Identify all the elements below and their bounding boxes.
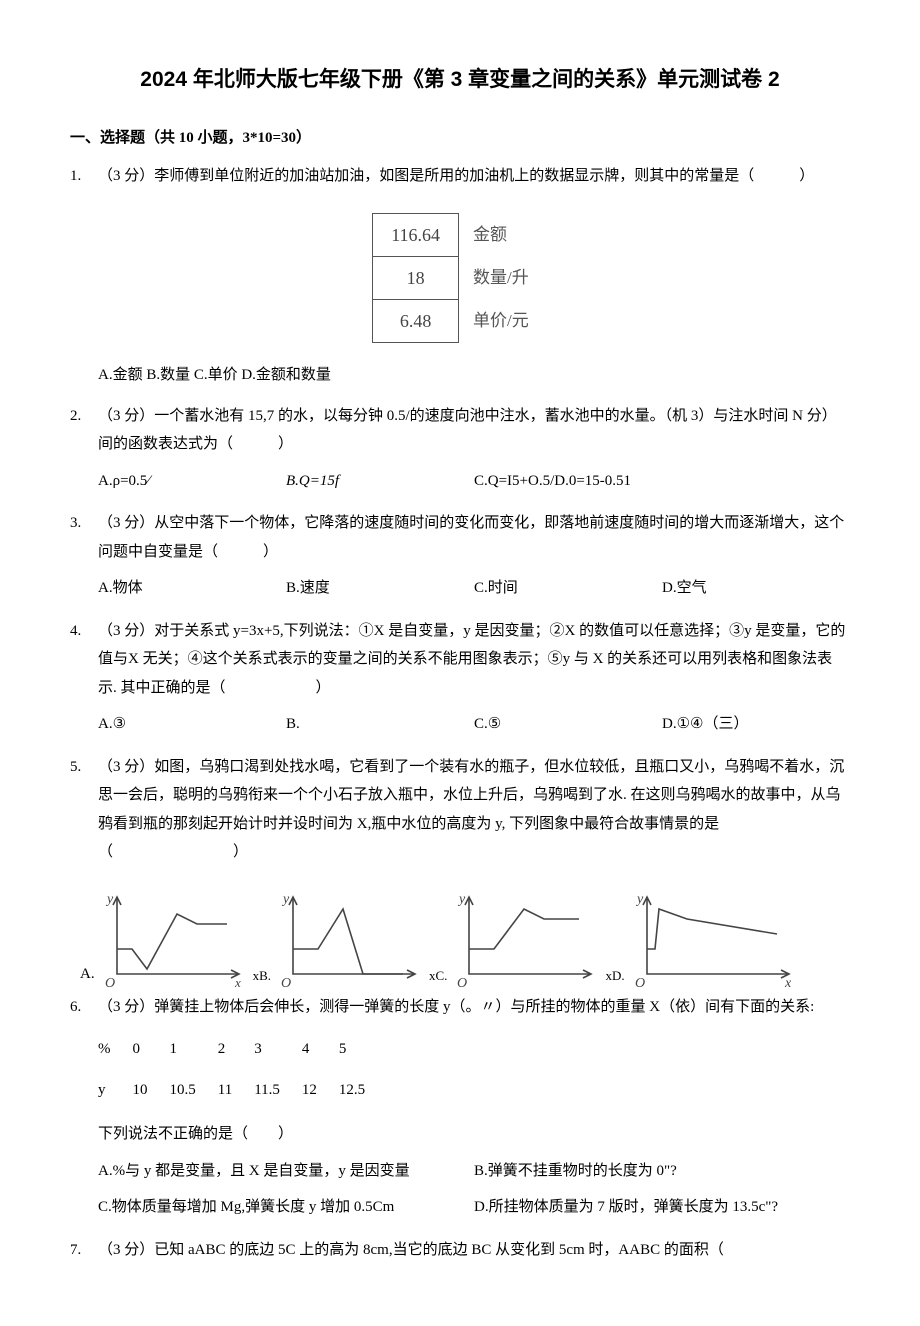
- q6-table: % 0 1 2 3 4 5 y 10 10.5 11 11.5 12 12.5: [98, 1029, 387, 1110]
- svg-text:O: O: [105, 976, 115, 989]
- svg-text:x: x: [784, 976, 792, 989]
- q1-table-price-val: 6.48: [373, 300, 459, 343]
- q5-label-d: xD.: [605, 964, 626, 989]
- q6-th-5: 4: [302, 1029, 339, 1070]
- q6-th-4: 3: [254, 1029, 302, 1070]
- section-header: 一、选择题（共 10 小题，3*10=30）: [70, 124, 850, 153]
- q4-opt-c: C.⑤: [474, 710, 662, 739]
- q5-label-b: xB.: [253, 964, 273, 989]
- q4-text: （3 分）对于关系式 y=3x+5,下列说法：①X 是自变量，y 是因变量；②X…: [98, 617, 850, 703]
- q1-table-qty-label: 数量/升: [459, 257, 548, 300]
- q6-td-3: 11: [218, 1070, 254, 1111]
- q3-number: 3.: [70, 509, 98, 603]
- q6-opt-a: A.%与 y 都是变量，且 X 是自变量，y 是因变量: [98, 1157, 474, 1186]
- svg-text:O: O: [457, 976, 467, 989]
- q1-table-price-label: 单价/元: [459, 300, 548, 343]
- svg-text:y: y: [105, 892, 114, 907]
- q4-opt-a: A.③: [98, 710, 286, 739]
- question-5: 5. （3 分）如图，乌鸦口渴到处找水喝，它看到了一个装有水的瓶子，但水位较低，…: [70, 753, 850, 875]
- q3-opt-b: B.速度: [286, 574, 474, 603]
- question-4: 4. （3 分）对于关系式 y=3x+5,下列说法：①X 是自变量，y 是因变量…: [70, 617, 850, 739]
- q5-label-a: A.: [80, 960, 97, 989]
- q2-text: （3 分）一个蓄水池有 15,7 的水，以每分钟 0.5/的速度向池中注水，蓄水…: [98, 402, 850, 459]
- q6-opt-c: C.物体质量每增加 Mg,弹簧长度 y 增加 0.5Cm: [98, 1193, 474, 1222]
- q5-text: （3 分）如图，乌鸦口渴到处找水喝，它看到了一个装有水的瓶子，但水位较低，且瓶口…: [98, 753, 850, 867]
- question-3: 3. （3 分）从空中落下一个物体，它降落的速度随时间的变化而变化，即落地前速度…: [70, 509, 850, 603]
- q4-opt-b: B.: [286, 710, 474, 739]
- svg-text:y: y: [635, 892, 644, 907]
- q2-options: A.ρ=0.5⁄ B.Q=15f C.Q=I5+O.5/D.0=15-0.51: [98, 467, 850, 496]
- page-title: 2024 年北师大版七年级下册《第 3 章变量之间的关系》单元测试卷 2: [70, 60, 850, 100]
- question-2: 2. （3 分）一个蓄水池有 15,7 的水，以每分钟 0.5/的速度向池中注水…: [70, 402, 850, 496]
- q6-th-0: %: [98, 1029, 133, 1070]
- q1-number: 1.: [70, 162, 98, 199]
- question-6: 6. （3 分）弹簧挂上物体后会伸长，测得一弹簧的长度 y（。〃）与所挂的物体的…: [70, 993, 850, 1222]
- q5-graph-a: y O x: [97, 889, 247, 989]
- svg-text:x: x: [234, 975, 241, 989]
- question-1: 1. （3 分）李师傅到单位附近的加油站加油，如图是所用的加油机上的数据显示牌，…: [70, 162, 850, 199]
- q2-opt-c: C.Q=I5+O.5/D.0=15-0.51: [474, 467, 850, 496]
- q6-options-2: C.物体质量每增加 Mg,弹簧长度 y 增加 0.5Cm D.所挂物体质量为 7…: [98, 1193, 850, 1222]
- q7-number: 7.: [70, 1236, 98, 1273]
- q6-th-3: 2: [218, 1029, 254, 1070]
- q6-td-6: 12.5: [339, 1070, 387, 1111]
- q1-table-qty-val: 18: [373, 257, 459, 300]
- q6-opt-d: D.所挂物体质量为 7 版时，弹簧长度为 13.5c"?: [474, 1193, 850, 1222]
- q6-th-2: 1: [170, 1029, 218, 1070]
- q6-number: 6.: [70, 993, 98, 1222]
- q3-options: A.物体 B.速度 C.时间 D.空气: [98, 574, 850, 603]
- q6-td-5: 12: [302, 1070, 339, 1111]
- q6-td-1: 10: [133, 1070, 170, 1111]
- q4-opt-d: D.①④（三）: [662, 710, 850, 739]
- q5-graph-d: y O x: [627, 889, 797, 989]
- svg-text:O: O: [635, 976, 645, 989]
- svg-text:y: y: [281, 892, 290, 907]
- q4-options: A.③ B. C.⑤ D.①④（三）: [98, 710, 850, 739]
- q6-th-1: 0: [133, 1029, 170, 1070]
- q6-td-0: y: [98, 1070, 133, 1111]
- q1-text: （3 分）李师傅到单位附近的加油站加油，如图是所用的加油机上的数据显示牌，则其中…: [98, 162, 850, 191]
- q2-opt-b: B.Q=15f: [286, 467, 474, 496]
- svg-text:y: y: [457, 892, 466, 907]
- question-7: 7. （3 分）已知 aABC 的底边 5C 上的高为 8cm,当它的底边 BC…: [70, 1236, 850, 1273]
- q6-td-4: 11.5: [254, 1070, 302, 1111]
- q1-options: A.金额 B.数量 C.单价 D.金额和数量: [70, 361, 850, 390]
- q5-graph-c: y O: [449, 889, 599, 989]
- q6-table-header: % 0 1 2 3 4 5: [98, 1029, 387, 1070]
- q6-table-row: y 10 10.5 11 11.5 12 12.5: [98, 1070, 387, 1111]
- q2-number: 2.: [70, 402, 98, 496]
- q7-text: （3 分）已知 aABC 的底边 5C 上的高为 8cm,当它的底边 BC 从变…: [98, 1236, 850, 1265]
- q5-label-c: xC.: [429, 964, 449, 989]
- q1-figure: 116.64 金额 18 数量/升 6.48 单价/元: [70, 213, 850, 344]
- q2-opt-a: A.ρ=0.5⁄: [98, 467, 286, 496]
- q4-number: 4.: [70, 617, 98, 739]
- q6-options-1: A.%与 y 都是变量，且 X 是自变量，y 是因变量 B.弹簧不挂重物时的长度…: [98, 1157, 850, 1186]
- q1-table-amount-label: 金额: [459, 213, 548, 256]
- q3-opt-d: D.空气: [662, 574, 850, 603]
- q6-td-2: 10.5: [170, 1070, 218, 1111]
- q6-subtext: 下列说法不正确的是（ ）: [98, 1120, 850, 1149]
- q3-opt-c: C.时间: [474, 574, 662, 603]
- q6-th-6: 5: [339, 1029, 387, 1070]
- q6-text: （3 分）弹簧挂上物体后会伸长，测得一弹簧的长度 y（。〃）与所挂的物体的重量 …: [98, 993, 850, 1022]
- q5-number: 5.: [70, 753, 98, 875]
- svg-text:O: O: [281, 976, 291, 989]
- q3-text: （3 分）从空中落下一个物体，它降落的速度随时间的变化而变化，即落地前速度随时间…: [98, 509, 850, 566]
- q3-opt-a: A.物体: [98, 574, 286, 603]
- q5-graphs: A. y O x xB. y O xC.: [70, 889, 850, 989]
- q1-table-amount-val: 116.64: [373, 213, 459, 256]
- q5-graph-b: y O: [273, 889, 423, 989]
- q6-opt-b: B.弹簧不挂重物时的长度为 0"?: [474, 1157, 850, 1186]
